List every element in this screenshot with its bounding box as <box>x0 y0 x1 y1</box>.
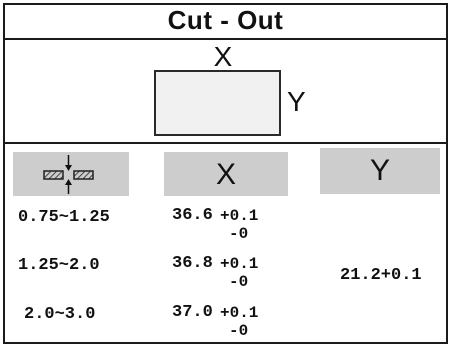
title-bar: Cut - Out <box>3 3 448 40</box>
header-x-label: X <box>215 158 236 191</box>
panel-thickness-icon <box>43 155 94 194</box>
header-y: Y <box>320 148 440 194</box>
thickness-cell: 2.0~3.0 <box>24 305 96 324</box>
header-thickness <box>13 152 129 196</box>
tolerance-plus: +0.1 <box>220 207 259 225</box>
tolerance-minus: -0 <box>229 225 249 243</box>
header-x: X <box>164 152 288 196</box>
y-value-cell: 21.2+0.1 <box>340 266 422 285</box>
diagram-x-label: X <box>213 41 233 72</box>
tolerance-minus: -0 <box>229 273 249 291</box>
thickness-cell: 1.25~2.0 <box>18 256 100 275</box>
page-title: Cut - Out <box>167 5 284 35</box>
thickness-cell: 0.75~1.25 <box>18 208 110 227</box>
tolerance-plus: +0.1 <box>220 304 259 322</box>
diagram-y-label: Y <box>287 86 306 117</box>
section-divider <box>3 142 448 144</box>
x-value-cell: 36.8 <box>172 254 213 273</box>
x-value-cell: 37.0 <box>172 303 213 322</box>
tolerance-minus: -0 <box>229 322 249 340</box>
x-value-cell: 36.6 <box>172 206 213 225</box>
spec-frame <box>3 3 448 344</box>
cutout-rectangle <box>154 70 281 136</box>
header-y-label: Y <box>369 154 390 187</box>
tolerance-plus: +0.1 <box>220 255 259 273</box>
